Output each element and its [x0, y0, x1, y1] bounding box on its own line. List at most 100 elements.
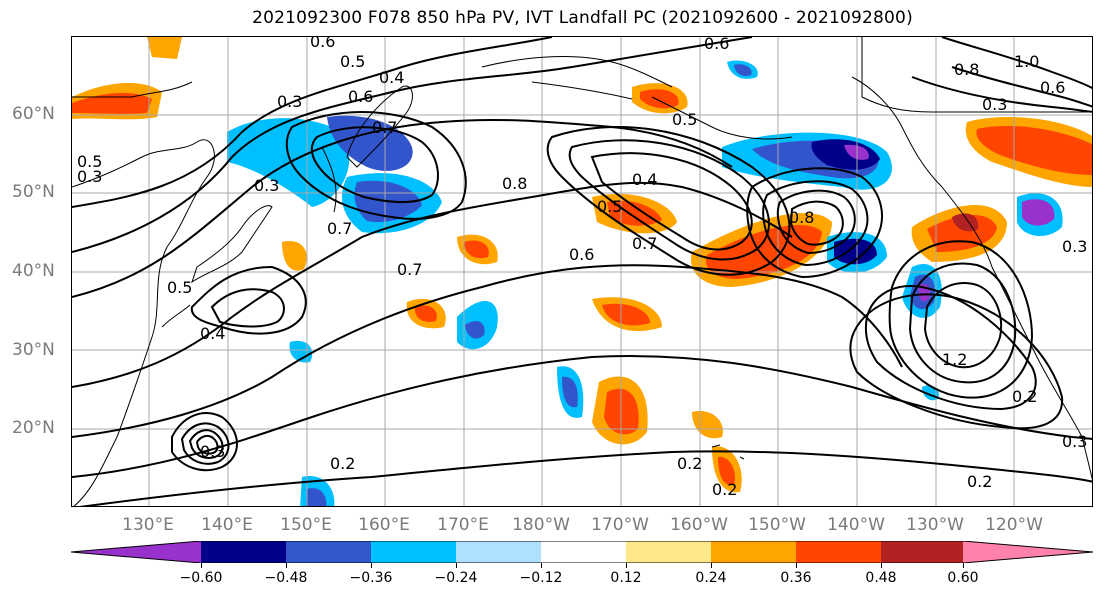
colorbar-tickmark [796, 563, 797, 568]
lat-label-30n: 30°N [12, 340, 55, 360]
shade-orange [147, 37, 182, 59]
colorbar-tickmark [626, 563, 627, 568]
contour-label: 0.8 [789, 208, 814, 227]
colorbar-tickmark [371, 563, 372, 568]
shade-red [976, 126, 1092, 175]
graticule [72, 37, 1092, 506]
shade-red [705, 225, 822, 279]
colorbar-tick-label: 0.48 [865, 570, 897, 586]
colorbar-segment [541, 541, 626, 563]
shade-navy [834, 238, 877, 265]
contour-labels: 0.6 0.5 0.4 0.3 0.6 0.7 0.3 0.5 0.4 0.8 … [77, 37, 1087, 499]
shade-red [718, 456, 736, 486]
contour-label: 0.6 [569, 245, 594, 264]
colorbar-segment [286, 541, 371, 563]
colorbar-tick-label: −0.24 [434, 570, 478, 586]
shade-blue [306, 488, 327, 506]
shade-red [602, 303, 650, 326]
colorbar-segment [201, 541, 286, 563]
contour-label: 0.5 [77, 152, 102, 171]
shade-blue [562, 376, 578, 408]
colorbar-tickmark [963, 563, 964, 568]
map-panel: 0.6 0.5 0.4 0.3 0.6 0.7 0.3 0.5 0.4 0.8 … [71, 36, 1093, 507]
contour-label: 0.3 [1062, 237, 1087, 256]
colorbar-tickmark [456, 563, 457, 568]
shade-red [640, 89, 679, 109]
contour-label: 0.2 [967, 472, 992, 491]
contour-label: 0.3 [77, 167, 102, 186]
contour-label: 0.4 [379, 68, 404, 87]
contour-label: 0.5 [167, 278, 192, 297]
lon-label-180w: 180°W [512, 515, 570, 535]
shade-navy [811, 139, 880, 170]
contour-label: 0.4 [632, 170, 657, 189]
colorbar-tickmark [711, 563, 712, 568]
contour-label: 0.2 [1012, 387, 1037, 406]
colorbar-tick-label: 0.12 [610, 570, 642, 586]
colorbar [71, 541, 1093, 563]
contour-label: 0.2 [712, 480, 737, 499]
contour-label: 0.3 [277, 92, 302, 111]
lat-label-60n: 60°N [12, 104, 55, 124]
shade-red [72, 92, 152, 114]
lat-label-40n: 40°N [12, 261, 55, 281]
lon-label-120w: 120°W [985, 515, 1043, 535]
map-title: 2021092300 F078 850 hPa PV, IVT Landfall… [252, 8, 913, 28]
shade-blue [465, 321, 485, 339]
colorbar-tickmark [286, 563, 287, 568]
colorbar-tick-label: 0.36 [780, 570, 812, 586]
colorbar-tick-label: −0.60 [179, 570, 223, 586]
colorbar-segment [881, 541, 966, 563]
colorbar-extend-high [963, 541, 1093, 563]
lon-label-150w: 150°W [748, 515, 806, 535]
lon-label-160w: 160°W [670, 515, 728, 535]
contour-label: 0.2 [677, 454, 702, 473]
map-canvas: 0.6 0.5 0.4 0.3 0.6 0.7 0.3 0.5 0.4 0.8 … [72, 37, 1092, 506]
contour-label: 0.6 [704, 37, 729, 53]
contour-label: 0.6 [1040, 78, 1065, 97]
contour-label: 0.3 [1062, 432, 1087, 451]
colorbar-tick-label: 0.60 [947, 570, 979, 586]
contour-label: 0.7 [632, 234, 657, 253]
colorbar-tick-label: −0.48 [264, 570, 308, 586]
contour-label: 0.7 [327, 219, 352, 238]
colorbar-tickmark [201, 563, 202, 568]
colorbar-segment [371, 541, 456, 563]
contour-label: 0.7 [372, 118, 397, 137]
contour-label: 0.3 [254, 176, 279, 195]
colorbar-tick-label: −0.12 [519, 570, 563, 586]
colorbar-segment [626, 541, 711, 563]
lon-label-160e: 160°E [358, 515, 410, 535]
contour-label: 1.2 [942, 350, 967, 369]
contour-label: 0.7 [397, 260, 422, 279]
colorbar-segment [711, 541, 796, 563]
shade-red [464, 240, 489, 259]
contour-label: 0.4 [200, 324, 225, 343]
contour-label: 0.3 [200, 442, 225, 461]
contour-label: 0.8 [502, 174, 527, 193]
lon-label-140w: 140°W [827, 515, 885, 535]
colorbar-tick-label: 0.24 [695, 570, 727, 586]
colorbar-tickmark [541, 563, 542, 568]
colorbar-segment [796, 541, 881, 563]
contour-label: 0.3 [982, 95, 1007, 114]
contour-label: 0.8 [954, 60, 979, 79]
ivt-contours [72, 37, 1092, 506]
lon-label-170e: 170°E [437, 515, 489, 535]
shade-blue [734, 64, 752, 76]
lon-label-140e: 140°E [201, 515, 253, 535]
colorbar-extend-low [71, 541, 201, 563]
lat-label-20n: 20°N [12, 418, 55, 438]
contour-label: 0.2 [330, 454, 355, 473]
shade-purple [1022, 199, 1055, 226]
shade-orange [282, 241, 307, 271]
contour-label: 0.5 [340, 52, 365, 71]
contour-label: 0.5 [672, 110, 697, 129]
lat-label-50n: 50°N [12, 182, 55, 202]
contour-label: 0.6 [310, 37, 335, 51]
contour-label: 0.6 [348, 87, 373, 106]
shade-orange [692, 411, 723, 439]
lon-label-130e: 130°E [122, 515, 174, 535]
lon-label-150e: 150°E [280, 515, 332, 535]
contour-label: 0.5 [597, 197, 622, 216]
